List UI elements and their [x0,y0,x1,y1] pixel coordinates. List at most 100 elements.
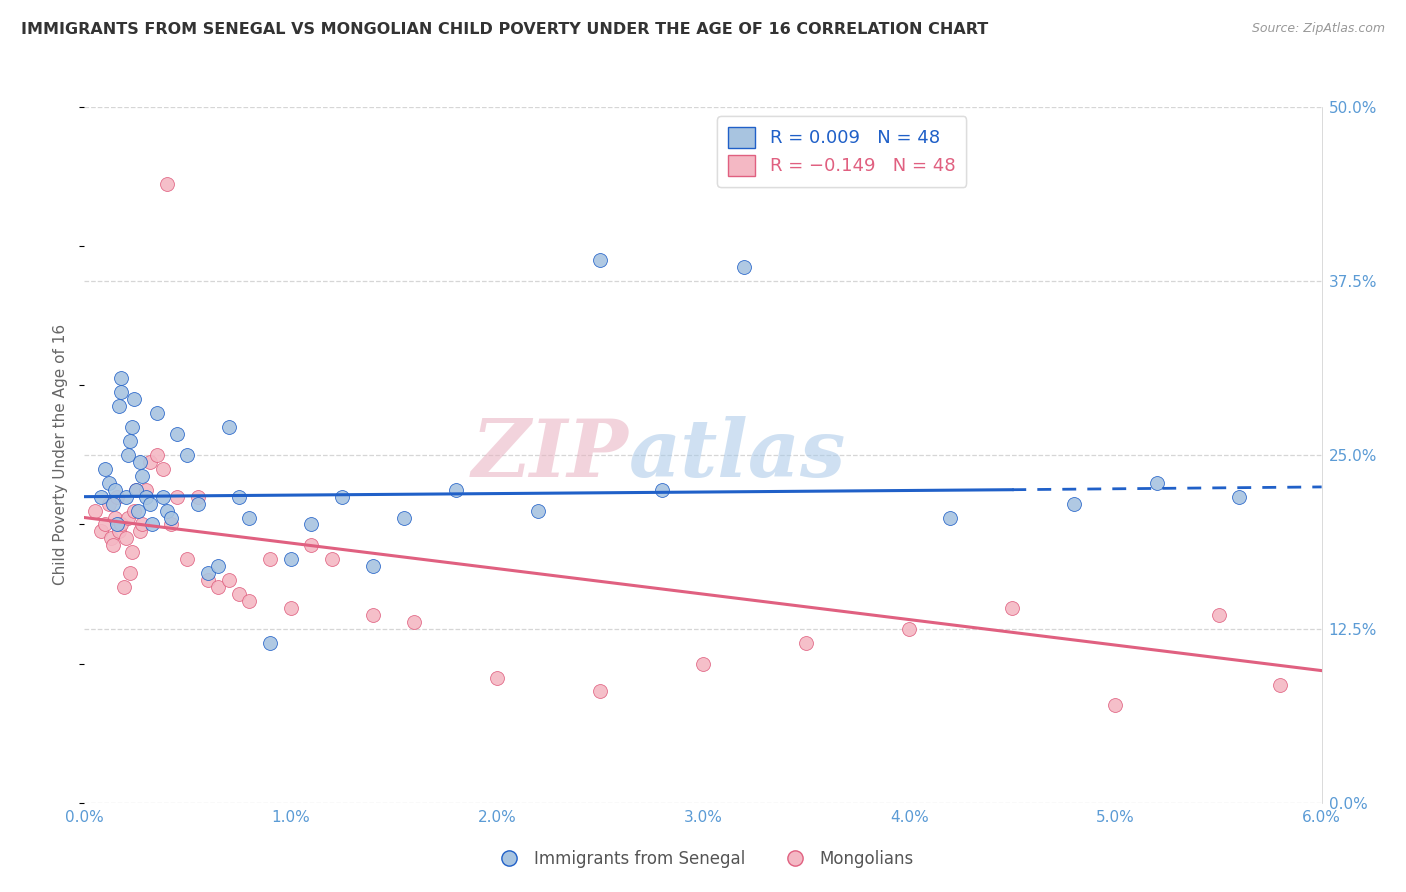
Point [176,448,198,462]
Point [939,510,962,524]
Point [114,490,136,504]
Point [160,517,183,532]
Y-axis label: Child Poverty Under the Age of 16: Child Poverty Under the Age of 16 [53,325,69,585]
Point [321,552,343,566]
Point [141,517,163,532]
Point [280,552,302,566]
Point [121,420,143,434]
Point [176,552,198,566]
Point [651,483,673,497]
Point [259,636,281,650]
Point [125,483,148,497]
Point [589,253,612,268]
Point [444,483,467,497]
Point [589,684,612,698]
Point [299,517,322,532]
Point [98,475,121,490]
Point [404,615,426,629]
Point [104,483,127,497]
Point [156,177,179,191]
Point [139,455,162,469]
Point [103,538,125,552]
Point [112,580,135,594]
Point [238,510,260,524]
Point [100,532,122,546]
Point [129,455,152,469]
Point [259,552,281,566]
Point [166,427,188,442]
Point [197,573,219,587]
Point [218,420,240,434]
Point [90,524,112,539]
Point [898,622,921,636]
Point [160,510,183,524]
Legend: R = 0.009   N = 48, R = −0.149   N = 48: R = 0.009 N = 48, R = −0.149 N = 48 [717,116,966,186]
Point [361,559,384,574]
Point [103,497,125,511]
Point [121,545,143,559]
Point [361,607,384,622]
Point [131,517,153,532]
Point [122,503,145,517]
Point [90,490,112,504]
Point [152,462,174,476]
Point [527,503,550,517]
Point [207,559,229,574]
Point [105,490,128,504]
Point [166,490,188,504]
Point [145,406,167,420]
Point [83,503,105,517]
Point [1270,677,1292,691]
Point [392,510,415,524]
Point [692,657,714,671]
Point [94,517,117,532]
Point [139,497,162,511]
Point [118,566,141,581]
Point [238,594,260,608]
Point [122,392,145,407]
Point [110,517,132,532]
Point [127,503,149,517]
Point [1001,601,1024,615]
Point [105,517,128,532]
Point [197,566,219,581]
Point [117,510,139,524]
Point [152,490,174,504]
Point [131,468,153,483]
Point [156,503,179,517]
Point [1146,475,1168,490]
Point [299,538,322,552]
Point [228,587,250,601]
Point [108,524,131,539]
Point [98,497,121,511]
Point [110,385,132,400]
Point [733,260,755,274]
Point [104,510,127,524]
Text: atlas: atlas [628,417,846,493]
Point [1208,607,1230,622]
Point [794,636,817,650]
Text: Source: ZipAtlas.com: Source: ZipAtlas.com [1251,22,1385,36]
Text: ZIP: ZIP [472,417,628,493]
Point [485,671,508,685]
Point [1104,698,1126,713]
Point [218,573,240,587]
Point [125,483,148,497]
Point [187,497,209,511]
Text: IMMIGRANTS FROM SENEGAL VS MONGOLIAN CHILD POVERTY UNDER THE AGE OF 16 CORRELATI: IMMIGRANTS FROM SENEGAL VS MONGOLIAN CHI… [21,22,988,37]
Point [330,490,353,504]
Point [108,399,131,413]
Point [129,524,152,539]
Point [1227,490,1250,504]
Point [114,532,136,546]
Point [228,490,250,504]
Point [1063,497,1085,511]
Point [145,448,167,462]
Point [135,483,157,497]
Point [135,490,157,504]
Point [110,371,132,385]
Point [207,580,229,594]
Point [118,434,141,448]
Legend: Immigrants from Senegal, Mongolians: Immigrants from Senegal, Mongolians [485,844,921,875]
Point [117,448,139,462]
